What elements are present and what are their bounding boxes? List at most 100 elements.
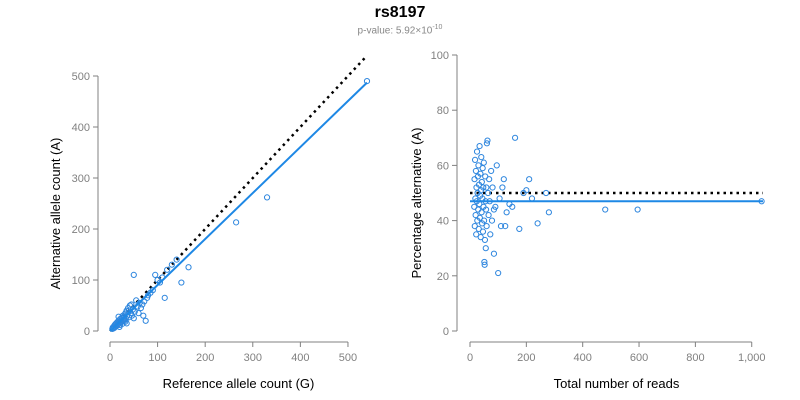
data-point (479, 228, 487, 235)
x-tick-label: 200 (196, 352, 214, 364)
data-point (523, 187, 530, 194)
x-tick-label: 100 (148, 352, 166, 364)
x-tick-label: 400 (291, 352, 309, 364)
data-point (140, 312, 147, 319)
data-point (481, 261, 488, 268)
data-point (483, 140, 491, 147)
data-point (497, 223, 505, 230)
data-point (142, 317, 149, 324)
data-point (482, 245, 489, 252)
fit-line (109, 81, 368, 332)
data-point (545, 209, 552, 216)
data-point (115, 313, 122, 320)
data-point (483, 184, 490, 191)
data-point (499, 184, 506, 191)
x-axis-title: Reference allele count (G) (163, 376, 315, 391)
data-point (472, 211, 479, 219)
data-point (130, 315, 137, 322)
y-axis-title: Percentage alternative (A) (409, 127, 424, 278)
data-point (173, 256, 180, 263)
data-point (128, 301, 135, 308)
x-tick-label: 800 (686, 352, 704, 364)
data-point (488, 167, 495, 175)
data-point (503, 209, 510, 216)
y-tick-label: 0 (84, 326, 90, 338)
data-point (471, 176, 478, 183)
data-point (481, 236, 489, 244)
data-point (495, 269, 502, 277)
y-tick-label: 400 (72, 122, 90, 134)
data-point (602, 206, 609, 213)
data-point (484, 189, 492, 197)
data-point (475, 225, 482, 232)
x-tick-label: 0 (467, 352, 473, 364)
data-point (185, 264, 192, 271)
data-point (135, 310, 142, 317)
y-tick-label: 60 (437, 160, 449, 172)
y-tick-label: 100 (72, 275, 90, 287)
x-tick-label: 1,000 (738, 352, 766, 364)
p-value-text: p-value: 5.92×10 (357, 25, 433, 37)
data-point (481, 258, 488, 266)
y-tick-label: 300 (72, 173, 90, 185)
data-point (509, 203, 516, 210)
data-point (137, 304, 145, 312)
data-point (482, 206, 490, 213)
data-point (122, 318, 129, 325)
data-point (489, 184, 496, 191)
data-point (473, 148, 481, 155)
y-tick-label: 80 (437, 105, 449, 117)
data-point (487, 231, 494, 238)
data-point (480, 159, 487, 166)
data-point (490, 206, 498, 213)
data-point (500, 176, 507, 183)
data-point (480, 184, 487, 191)
y-tick-label: 40 (437, 216, 449, 228)
data-point (476, 214, 483, 221)
chart-subtitle: p-value: 5.92×10-10 (0, 24, 800, 36)
data-point (488, 217, 496, 224)
data-point (123, 320, 130, 327)
data-point (478, 178, 485, 186)
data-point (502, 223, 509, 230)
data-point (477, 234, 484, 241)
chart-title: rs8197 (374, 4, 426, 21)
data-point (490, 250, 498, 257)
data-point (161, 294, 168, 301)
y-tick-label: 500 (72, 71, 90, 83)
data-point (471, 156, 479, 163)
x-tick-label: 200 (517, 352, 535, 364)
data-point (152, 271, 159, 278)
data-point (168, 261, 175, 268)
x-tick-label: 500 (339, 352, 357, 364)
data-point (493, 162, 500, 169)
data-point (516, 225, 523, 232)
data-point (478, 154, 485, 161)
data-point (472, 167, 480, 175)
scatter-panel-allele-counts: 0 100 200 300 400 500 0 100 200 300 400 500 Referenc… (48, 54, 371, 391)
data-point (484, 137, 491, 144)
data-point (263, 194, 271, 201)
data-point (164, 266, 171, 273)
data-point (634, 206, 641, 213)
x-tick-label: 600 (630, 352, 648, 364)
data-point (131, 308, 138, 315)
data-point (178, 279, 185, 286)
data-point (475, 206, 482, 213)
y-tick-label: 0 (443, 326, 449, 338)
data-point (473, 231, 480, 238)
data-point (149, 287, 156, 294)
data-point (542, 189, 550, 197)
data-point (480, 217, 488, 224)
data-point (477, 170, 484, 177)
x-tick-label: 300 (244, 352, 262, 364)
scatter-panel-percentage: 0 20 40 60 80 100 0 200 400 600 800 1,000 Total numb… (409, 50, 765, 391)
data-point (476, 142, 483, 150)
data-point (485, 211, 492, 219)
data-point (486, 176, 493, 183)
y-tick-label: 100 (431, 50, 449, 62)
data-point (233, 219, 240, 226)
y-tick-label: 20 (437, 271, 449, 283)
x-axis-title: Total number of reads (554, 376, 680, 391)
